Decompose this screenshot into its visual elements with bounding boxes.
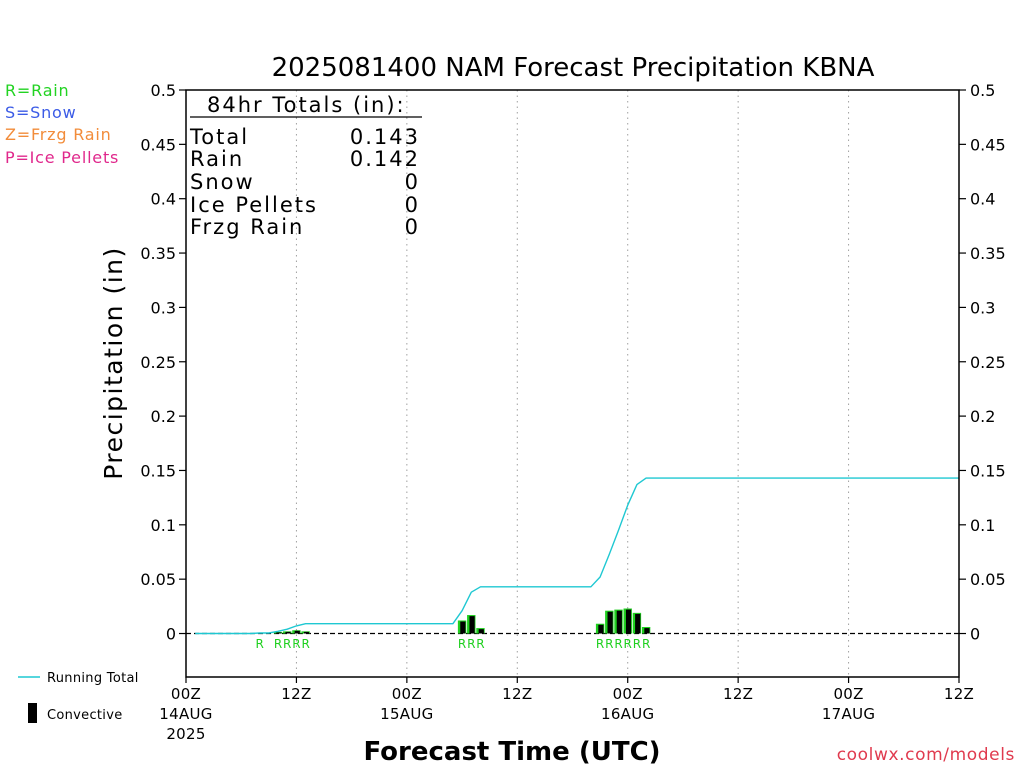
y-tick-label-right: 0.45 [970,135,1006,154]
x-tick-label: 00Z [171,685,201,703]
convective-bar [616,610,622,634]
y-tick-label-left: 0.4 [151,190,176,209]
y-tick-label-left: 0.2 [151,407,176,426]
running-total-line [195,477,959,635]
totals-label-snow: Snow [190,170,255,194]
x-tick-label: 14AUG [159,705,212,723]
x-tick-label: 00Z [833,685,863,703]
x-tick-label: 00Z [392,685,422,703]
totals-box: 84hr Totals (in): Total 0.143 Rain 0.142… [189,93,422,239]
plot-frame [185,89,960,678]
convective-legend-swatch [28,703,37,723]
precip-type-letter: R [467,637,475,651]
convective-legend-label: Convective [47,708,123,723]
precip-type-letter: R [292,637,300,651]
totals-label-ice-pellets: Ice Pellets [190,193,318,217]
convective-bar [598,624,604,634]
legend-rain: R=Rain [5,81,69,100]
totals-label-total: Total [189,125,249,149]
precip-type-letter: R [624,637,632,651]
y-tick-label-right: 0.1 [970,516,995,535]
totals-value-rain: 0.142 [350,147,420,171]
x-axis-label: Forecast Time (UTC) [363,737,660,767]
precip-type-letter: R [596,637,604,651]
x-axis-ticks: 00Z 14AUG 2025 12Z 00Z 15AUG 12Z 00Z 16AUG 12Z 00Z… [159,677,974,743]
convective-bar [469,616,475,634]
totals-value-snow: 0 [405,170,420,194]
precip-type-letter: R [605,637,613,651]
y-tick-label-right: 0.25 [970,353,1006,372]
y-tick-label-left: 0.25 [140,353,176,372]
precip-type-letter: R [283,637,291,651]
x-tick-label: 12Z [502,685,532,703]
totals-value-freezing-rain: 0 [405,215,420,239]
hourly-precip-bars [255,608,651,634]
totals-heading: 84hr Totals (in): [207,93,406,117]
y-tick-label-left: 0.1 [151,516,176,535]
y-tick-label-left: 0.3 [151,298,176,317]
x-tick-label: 12Z [723,685,753,703]
y-tick-label-left: 0.5 [151,81,176,100]
series-legend: Running Total Convective [18,671,139,723]
source-credit: coolwx.com/models [837,745,1015,765]
x-tick-label: 12Z [281,685,311,703]
legend-freezing-rain: Z=Frzg Rain [5,125,112,144]
totals-value-total: 0.143 [350,125,420,149]
y-tick-label-right: 0 [970,625,980,644]
precip-type-letter: R [614,637,622,651]
y-tick-label-right: 0.05 [970,570,1006,589]
running-total-legend-label: Running Total [47,671,139,686]
convective-bar [625,609,632,634]
y-tick-label-left: 0.45 [140,135,176,154]
y-tick-label-right: 0.5 [970,81,995,100]
convective-bar [644,628,650,634]
totals-value-ice-pellets: 0 [405,193,420,217]
y-tick-label-left: 0 [166,625,176,644]
x-tick-label: 00Z [613,685,643,703]
convective-bar [276,632,282,634]
convective-bar [303,631,310,634]
convective-bar [460,621,466,634]
precip-type-letter: R [301,637,309,651]
precip-type-letter: R [642,637,650,651]
totals-label-rain: Rain [190,147,244,171]
x-tick-label: 15AUG [380,705,433,723]
y-tick-label-right: 0.2 [970,407,995,426]
y-axis-ticks: 0 00.05 0.050.1 0.10.15 0.150.2 0.20.25 0.250.… [140,81,1005,644]
y-tick-label-left: 0.15 [140,461,176,480]
y-tick-label-right: 0.35 [970,244,1006,263]
convective-bar [285,631,291,634]
x-tick-label: 16AUG [601,705,654,723]
vertical-grid-lines [295,90,850,677]
convective-bar [635,613,641,634]
y-tick-label-left: 0.35 [140,244,176,263]
precip-type-letter: R [633,637,641,651]
precip-type-letter: R [458,637,466,651]
convective-bar [294,630,300,634]
convective-bar [607,611,613,634]
chart-title: 2025081400 NAM Forecast Precipitation KB… [272,53,875,83]
y-tick-label-left: 0.05 [140,570,176,589]
y-tick-label-right: 0.15 [970,461,1006,480]
x-tick-label: 17AUG [822,705,875,723]
x-tick-label: 2025 [166,725,205,743]
convective-bar [478,629,484,634]
totals-label-freezing-rain: Frzg Rain [190,215,304,239]
legend-snow: S=Snow [5,103,77,122]
y-tick-label-right: 0.4 [970,190,995,209]
precip-type-letter: R [255,637,263,651]
x-tick-label: 12Z [944,685,974,703]
precip-type-legend: R=Rain S=Snow Z=Frzg Rain P=Ice Pellets [5,81,119,167]
y-tick-label-right: 0.3 [970,298,995,317]
precip-type-letter: R [274,637,282,651]
y-axis-label: Precipitation (in) [99,246,128,480]
legend-ice-pellets: P=Ice Pellets [5,148,119,167]
precip-type-letter: R [476,637,484,651]
